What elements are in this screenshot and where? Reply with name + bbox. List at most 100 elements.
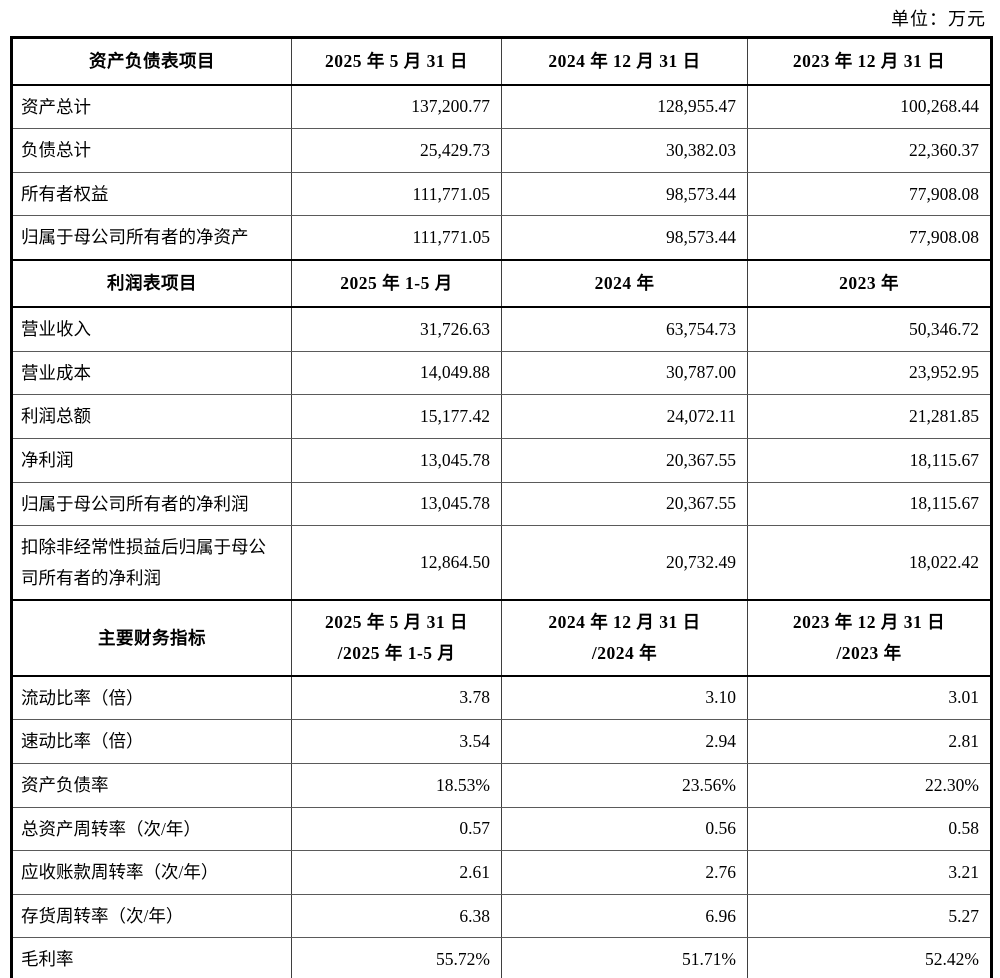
section-title: 利润表项目 (11, 259, 292, 308)
row-label: 流动比率（倍） (11, 675, 292, 721)
row-value: 0.56 (501, 806, 748, 852)
table-row: 归属于母公司所有者的净利润 13,045.78 20,367.55 18,115.67 (11, 481, 992, 527)
table-row: 流动比率（倍） 3.78 3.10 3.01 (11, 675, 992, 721)
row-value: 24,072.11 (501, 394, 748, 439)
row-label: 总资产周转率（次/年） (11, 806, 292, 852)
row-value: 21,281.85 (747, 394, 992, 439)
table-row: 存货周转率（次/年） 6.38 6.96 5.27 (11, 893, 992, 939)
row-value: 52.42% (747, 937, 992, 978)
section-title: 主要财务指标 (11, 599, 292, 677)
table-row: 毛利率 55.72% 51.71% 52.42% (11, 937, 992, 978)
row-value: 13,045.78 (291, 481, 502, 527)
period-header: 2023 年 (747, 259, 992, 308)
row-label: 资产负债率 (11, 762, 292, 808)
row-label: 营业收入 (11, 306, 292, 352)
row-value: 3.10 (501, 675, 748, 721)
row-value: 18,115.67 (747, 437, 992, 483)
row-value: 20,367.55 (501, 437, 748, 483)
period-header: 2025 年 5 月 31 日 (291, 36, 502, 86)
row-value: 18,022.42 (747, 525, 992, 601)
row-value: 63,754.73 (501, 306, 748, 352)
row-value: 23,952.95 (747, 350, 992, 396)
row-label: 利润总额 (11, 394, 292, 439)
row-label: 净利润 (11, 437, 292, 483)
period-header: 2023 年 12 月 31 日 /2023 年 (747, 599, 992, 677)
row-value: 2.94 (501, 719, 748, 764)
table-row: 资产总计 137,200.77 128,955.47 100,268.44 (11, 83, 992, 130)
row-value: 20,732.49 (501, 525, 748, 601)
period-header: 2025 年 5 月 31 日 /2025 年 1-5 月 (291, 599, 502, 677)
row-value: 30,382.03 (501, 128, 748, 173)
row-value: 50,346.72 (747, 306, 992, 352)
row-value: 111,771.05 (291, 215, 502, 261)
table-row: 总资产周转率（次/年） 0.57 0.56 0.58 (11, 806, 992, 852)
row-value: 137,200.77 (291, 83, 502, 130)
section-title: 资产负债表项目 (11, 36, 292, 86)
table-row: 负债总计 25,429.73 30,382.03 22,360.37 (11, 128, 992, 173)
row-value: 20,367.55 (501, 481, 748, 527)
section-header-row: 资产负债表项目 2025 年 5 月 31 日 2024 年 12 月 31 日 20… (11, 36, 992, 86)
table-row: 归属于母公司所有者的净资产 111,771.05 98,573.44 77,908.0… (11, 215, 992, 261)
row-value: 98,573.44 (501, 215, 748, 261)
row-label: 归属于母公司所有者的净利润 (11, 481, 292, 527)
row-value: 6.38 (291, 893, 502, 939)
row-label: 营业成本 (11, 350, 292, 396)
table-row: 速动比率（倍） 3.54 2.94 2.81 (11, 719, 992, 764)
row-value: 0.57 (291, 806, 502, 852)
section-header-row: 主要财务指标 2025 年 5 月 31 日 /2025 年 1-5 月 2024 … (11, 599, 992, 677)
row-value: 6.96 (501, 893, 748, 939)
row-value: 23.56% (501, 762, 748, 808)
row-label: 存货周转率（次/年） (11, 893, 292, 939)
period-header: 2024 年 (501, 259, 748, 308)
row-value: 3.01 (747, 675, 992, 721)
financial-table-body: 资产负债表项目 2025 年 5 月 31 日 2024 年 12 月 31 日 20… (11, 36, 992, 978)
table-row: 应收账款周转率（次/年） 2.61 2.76 3.21 (11, 850, 992, 895)
period-header: 2025 年 1-5 月 (291, 259, 502, 308)
row-label: 毛利率 (11, 937, 292, 978)
row-value: 5.27 (747, 893, 992, 939)
table-row: 扣除非经常性损益后归属于母公司所有者的净利润 12,864.50 20,732.49… (11, 525, 992, 601)
row-value: 98,573.44 (501, 171, 748, 217)
row-value: 128,955.47 (501, 83, 748, 130)
row-value: 22.30% (747, 762, 992, 808)
row-value: 0.58 (747, 806, 992, 852)
row-value: 55.72% (291, 937, 502, 978)
row-value: 12,864.50 (291, 525, 502, 601)
row-value: 3.54 (291, 719, 502, 764)
row-value: 30,787.00 (501, 350, 748, 396)
table-row: 净利润 13,045.78 20,367.55 18,115.67 (11, 437, 992, 483)
row-value: 2.61 (291, 850, 502, 895)
row-value: 25,429.73 (291, 128, 502, 173)
row-value: 13,045.78 (291, 437, 502, 483)
row-value: 2.76 (501, 850, 748, 895)
period-header: 2024 年 12 月 31 日 (501, 36, 748, 86)
financial-summary-table: 资产负债表项目 2025 年 5 月 31 日 2024 年 12 月 31 日 20… (10, 36, 993, 978)
table-row: 所有者权益 111,771.05 98,573.44 77,908.08 (11, 171, 992, 217)
row-label: 资产总计 (11, 83, 292, 130)
row-label: 所有者权益 (11, 171, 292, 217)
table-row: 营业收入 31,726.63 63,754.73 50,346.72 (11, 306, 992, 352)
row-value: 3.78 (291, 675, 502, 721)
row-label: 速动比率（倍） (11, 719, 292, 764)
row-value: 77,908.08 (747, 215, 992, 261)
period-header: 2024 年 12 月 31 日 /2024 年 (501, 599, 748, 677)
table-row: 利润总额 15,177.42 24,072.11 21,281.85 (11, 394, 992, 439)
unit-label: 单位：万元 (891, 9, 986, 29)
table-row: 营业成本 14,049.88 30,787.00 23,952.95 (11, 350, 992, 396)
row-value: 22,360.37 (747, 128, 992, 173)
row-label: 归属于母公司所有者的净资产 (11, 215, 292, 261)
row-value: 111,771.05 (291, 171, 502, 217)
row-value: 77,908.08 (747, 171, 992, 217)
row-value: 51.71% (501, 937, 748, 978)
row-value: 18.53% (291, 762, 502, 808)
row-value: 100,268.44 (747, 83, 992, 130)
table-row: 资产负债率 18.53% 23.56% 22.30% (11, 762, 992, 808)
row-value: 31,726.63 (291, 306, 502, 352)
section-header-row: 利润表项目 2025 年 1-5 月 2024 年 2023 年 (11, 259, 992, 308)
row-label: 扣除非经常性损益后归属于母公司所有者的净利润 (11, 525, 292, 601)
row-label: 应收账款周转率（次/年） (11, 850, 292, 895)
row-value: 14,049.88 (291, 350, 502, 396)
row-value: 15,177.42 (291, 394, 502, 439)
row-value: 3.21 (747, 850, 992, 895)
